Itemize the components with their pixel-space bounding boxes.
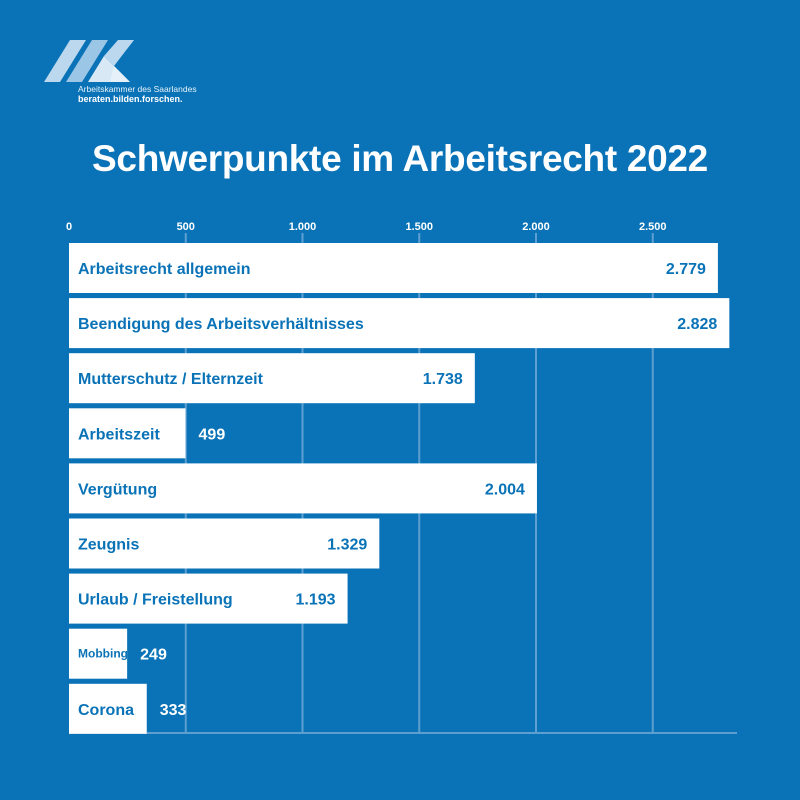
category-label: Zeugnis	[78, 537, 139, 554]
x-tick-label: 0	[66, 221, 72, 233]
logo-org-name: Arbeitskammer des Saarlandes	[78, 84, 197, 94]
bar	[69, 463, 537, 514]
bar-group: Corona 333	[69, 683, 187, 734]
category-label: Mobbing	[78, 647, 128, 661]
logo-tagline: beraten.bilden.forschen.	[78, 94, 183, 104]
bar	[69, 518, 380, 569]
category-label: Urlaub / Freistellung	[78, 592, 233, 609]
value-label: 499	[199, 426, 226, 443]
bar	[69, 243, 718, 293]
bar	[69, 298, 730, 349]
bar-group: Arbeitszeit 499	[69, 408, 226, 459]
value-label: 2.004	[485, 481, 525, 498]
x-tick-label: 1.000	[289, 221, 317, 233]
bar-group: Mutterschutz / Elternzeit 1.738	[69, 353, 475, 404]
bar-group: Urlaub / Freistellung 1.193	[69, 573, 348, 624]
x-axis-ticks: 0 500 1.000 1.500 2.000 2.500	[66, 221, 667, 233]
value-label: 1.738	[423, 371, 463, 388]
category-label: Arbeitsrecht allgemein	[78, 261, 251, 278]
bar-group: Mobbing 249	[69, 628, 167, 679]
bar	[69, 408, 186, 459]
value-label: 333	[160, 702, 187, 719]
x-tick-label: 2.000	[522, 221, 550, 233]
logo: Arbeitskammer des Saarlandes beraten.bil…	[44, 40, 204, 104]
x-tick-label: 500	[177, 221, 195, 233]
bar-group: Beendigung des Arbeitsverhältnisses 2.828	[69, 298, 730, 349]
value-label: 1.193	[296, 592, 336, 609]
category-label: Beendigung des Arbeitsverhältnisses	[78, 316, 364, 333]
value-label: 249	[140, 647, 167, 664]
x-tick-label: 1.500	[405, 221, 433, 233]
bar	[69, 573, 348, 624]
x-tick-label: 2.500	[639, 221, 667, 233]
category-label: Corona	[78, 702, 134, 719]
bar	[69, 628, 128, 679]
bar	[69, 683, 147, 734]
category-label: Arbeitszeit	[78, 426, 160, 443]
value-label: 2.779	[666, 261, 706, 278]
bars: Arbeitsrecht allgemein 2.779 Beendigung de…	[69, 243, 730, 734]
chart-title: Schwerpunkte im Arbeitsrecht 2022	[92, 138, 708, 179]
value-label: 1.329	[327, 537, 367, 554]
bar	[69, 353, 475, 404]
category-label: Vergütung	[78, 481, 157, 498]
bar-group: Vergütung 2.004	[69, 463, 537, 514]
value-label: 2.828	[677, 316, 717, 333]
bar-group: Arbeitsrecht allgemein 2.779	[69, 243, 718, 293]
bar-group: Zeugnis 1.329	[69, 518, 380, 569]
category-label: Mutterschutz / Elternzeit	[78, 371, 264, 388]
ak-logo-icon	[44, 40, 134, 82]
